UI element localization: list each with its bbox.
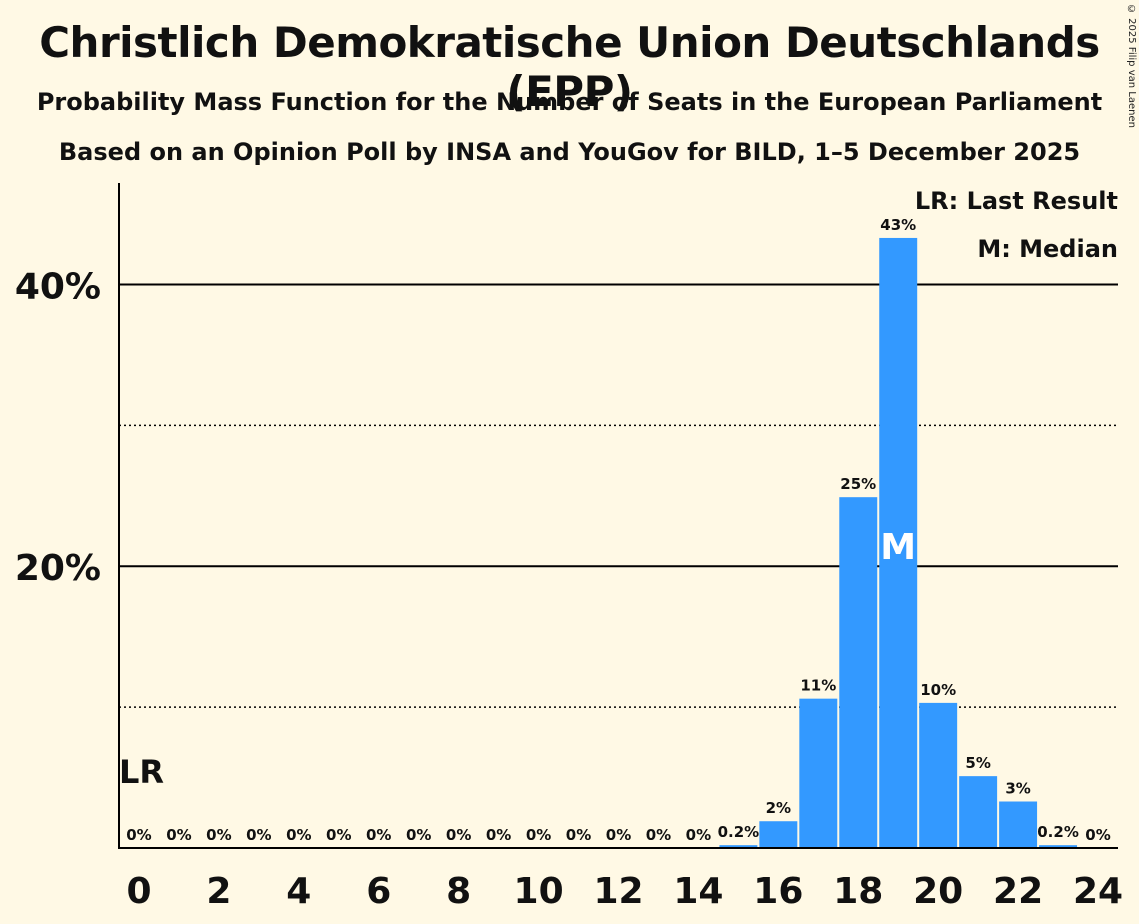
y-tick-labels: 20% 40%: [15, 266, 101, 589]
value-label-seat-22: 3%: [1005, 780, 1030, 798]
copyright-notice: © 2025 Filip van Laenen: [1126, 4, 1137, 128]
value-label-seat-24: 0%: [1085, 826, 1110, 844]
value-label-seat-8: 0%: [446, 826, 471, 844]
value-label-bg: [802, 676, 835, 695]
bar-seat-21: [959, 776, 998, 848]
x-tick-labels: 0 2 4 6 8 10 12 14 16 18 20 22 24: [126, 871, 1123, 912]
value-label-bg: [487, 826, 511, 844]
value-label-seat-21: 5%: [965, 754, 990, 772]
bar-seat-16: [759, 821, 798, 848]
value-label-bg: [127, 826, 151, 844]
value-label-seat-4: 0%: [286, 826, 311, 844]
value-label-seat-23: 0.2%: [1037, 823, 1079, 841]
value-label-bg: [842, 475, 875, 494]
x-tick-label: 10: [514, 871, 564, 912]
value-label-bg: [287, 826, 311, 844]
value-label-bg: [367, 826, 391, 844]
legend-last-result: LR: Last Result: [915, 187, 1118, 215]
bar-seat-15: [719, 845, 758, 848]
value-label-seat-17: 11%: [800, 677, 836, 695]
chart-subtitle: Probability Mass Function for the Number…: [36, 88, 1103, 116]
y-tick-label: 40%: [15, 266, 101, 307]
x-tick-label: 24: [1073, 871, 1123, 912]
value-label-seat-0: 0%: [126, 826, 151, 844]
value-label-bg: [966, 754, 990, 773]
value-label-bg: [207, 826, 231, 844]
x-tick-label: 4: [286, 871, 311, 912]
value-label-seat-5: 0%: [326, 826, 351, 844]
value-labels: 0% 0% 0% 0% 0% 0% 0% 0% 0% 0% 0% 0% 0% 0% 0% 0.2% 2% 11% 2…: [126, 215, 1111, 844]
value-label-seat-15: 0.2%: [718, 823, 760, 841]
value-label-seat-11: 0%: [566, 826, 591, 844]
value-label-seat-20: 10%: [920, 681, 956, 699]
value-label-bg: [882, 215, 914, 234]
value-label-seat-19: 43%: [880, 216, 916, 234]
y-tick-label: 20%: [15, 548, 101, 589]
legend: LR: Last Result M: Median: [915, 187, 1118, 263]
grid-lines: [119, 283, 1118, 708]
last-result-marker: LR: [119, 753, 164, 791]
value-label-seat-13: 0%: [646, 826, 671, 844]
value-label-bg: [607, 826, 630, 844]
value-label-seat-7: 0%: [406, 826, 431, 844]
value-label-bg: [447, 826, 471, 844]
value-label-bg: [1086, 826, 1110, 844]
x-tick-label: 12: [593, 871, 643, 912]
legend-median: M: Median: [977, 235, 1118, 263]
bars: [719, 237, 1078, 849]
value-label-bg: [247, 826, 271, 844]
x-tick-label: 16: [753, 871, 803, 912]
value-label-bg: [922, 680, 954, 699]
value-label-seat-2: 0%: [206, 826, 231, 844]
value-label-bg: [766, 799, 790, 818]
value-label-bg: [718, 823, 759, 842]
chart-title: Christlich Demokratische Union Deutschla…: [39, 18, 1100, 116]
value-label-seat-3: 0%: [246, 826, 271, 844]
value-label-bg: [686, 826, 710, 844]
bar-seat-20: [919, 702, 958, 848]
value-label-seat-12: 0%: [606, 826, 631, 844]
x-tick-label: 14: [673, 871, 723, 912]
value-label-bg: [167, 826, 191, 844]
x-tick-label: 22: [993, 871, 1043, 912]
median-marker: M: [880, 527, 916, 568]
value-label-seat-9: 0%: [486, 826, 511, 844]
value-label-bg: [527, 826, 551, 844]
bar-seat-17: [799, 698, 838, 848]
value-label-bg: [1006, 779, 1030, 798]
value-label-bg: [646, 826, 670, 844]
value-label-seat-10: 0%: [526, 826, 551, 844]
axes: [118, 183, 1118, 849]
x-tick-label: 0: [126, 871, 151, 912]
bar-seat-18: [839, 497, 878, 848]
x-tick-label: 20: [913, 871, 963, 912]
bar-seat-23: [1039, 845, 1078, 848]
value-label-bg: [327, 826, 351, 844]
value-label-seat-14: 0%: [686, 826, 711, 844]
value-label-seat-18: 25%: [840, 475, 876, 493]
chart-subtitle-source: Based on an Opinion Poll by INSA and You…: [58, 138, 1081, 166]
x-tick-label: 6: [366, 871, 391, 912]
bar-seat-22: [999, 801, 1038, 848]
value-label-seat-6: 0%: [366, 826, 391, 844]
value-label-bg: [567, 826, 591, 844]
x-tick-label: 2: [206, 871, 231, 912]
value-label-seat-16: 2%: [766, 799, 791, 817]
value-label-bg: [1038, 823, 1079, 842]
value-label-seat-1: 0%: [166, 826, 191, 844]
x-tick-label: 18: [833, 871, 883, 912]
x-tick-label: 8: [446, 871, 471, 912]
value-label-bg: [407, 826, 431, 844]
markers: M LR: [119, 527, 916, 791]
bar-seat-19: [879, 237, 918, 849]
